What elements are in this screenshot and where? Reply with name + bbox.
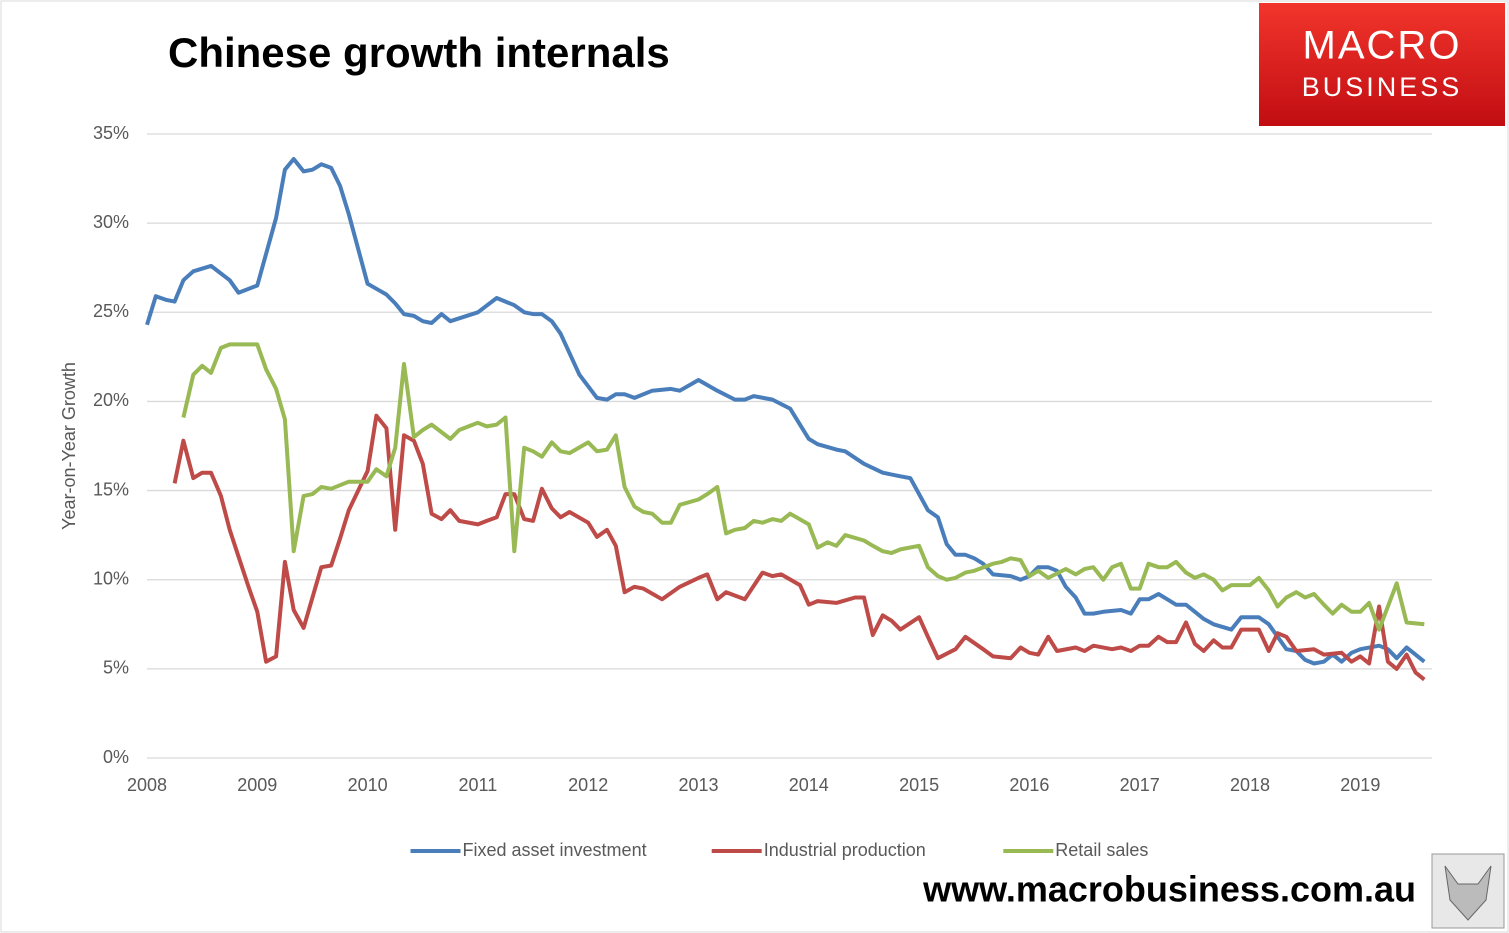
y-tick-label: 5% xyxy=(103,658,129,678)
x-tick-label: 2019 xyxy=(1340,775,1380,795)
logo-text: BUSINESS xyxy=(1302,72,1463,102)
y-axis-label: Year-on-Year Growth xyxy=(59,362,79,530)
y-tick-label: 20% xyxy=(93,390,129,410)
y-tick-label: 30% xyxy=(93,212,129,232)
legend-label: Fixed asset investment xyxy=(463,840,647,860)
y-tick-label: 15% xyxy=(93,479,129,499)
logo-text: MACRO xyxy=(1303,24,1462,68)
x-tick-label: 2016 xyxy=(1009,775,1049,795)
x-tick-label: 2013 xyxy=(678,775,718,795)
series-line xyxy=(145,157,1426,666)
chart-title: Chinese growth internals xyxy=(168,29,670,76)
x-tick-label: 2017 xyxy=(1120,775,1160,795)
legend-label: Retail sales xyxy=(1055,840,1148,860)
series-line xyxy=(181,342,1425,632)
x-tick-label: 2009 xyxy=(237,775,277,795)
x-tick-label: 2014 xyxy=(789,775,829,795)
logo-box xyxy=(1259,3,1505,126)
fox-icon xyxy=(1444,865,1492,921)
y-tick-label: 10% xyxy=(93,568,129,588)
legend-label: Industrial production xyxy=(764,840,926,860)
x-tick-label: 2012 xyxy=(568,775,608,795)
y-tick-label: 25% xyxy=(93,301,129,321)
y-tick-label: 0% xyxy=(103,747,129,767)
x-tick-label: 2015 xyxy=(899,775,939,795)
y-tick-label: 35% xyxy=(93,123,129,143)
series-line xyxy=(172,413,1426,682)
x-tick-label: 2008 xyxy=(127,775,167,795)
x-tick-label: 2011 xyxy=(459,775,498,795)
website: www.macrobusiness.com.au xyxy=(922,869,1416,910)
x-tick-label: 2018 xyxy=(1230,775,1270,795)
x-tick-label: 2010 xyxy=(348,775,388,795)
